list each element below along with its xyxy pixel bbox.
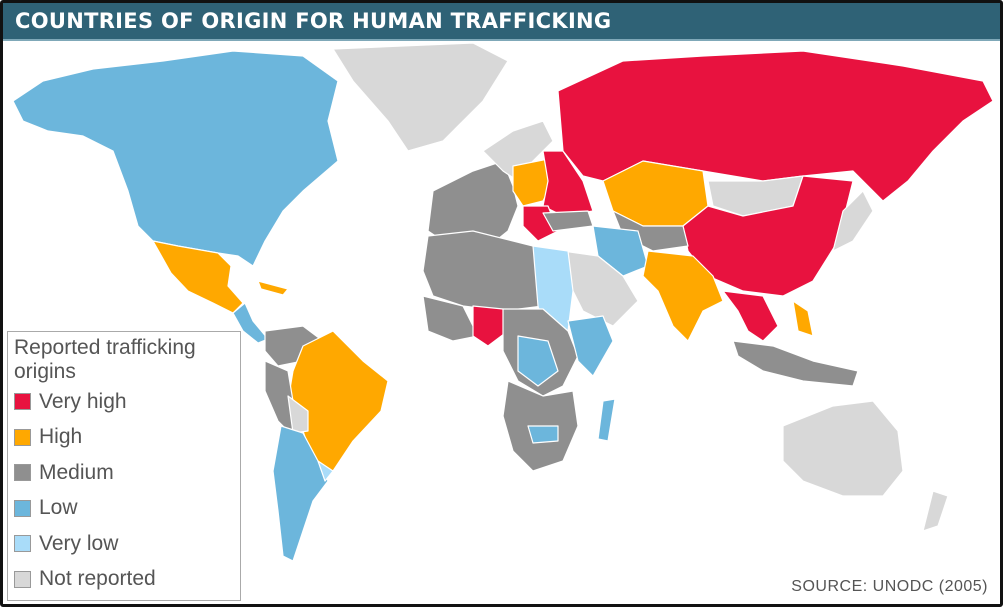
- legend-swatch: [14, 499, 31, 517]
- region-north-america: [12, 50, 339, 267]
- region-caribbean: [257, 280, 289, 296]
- region-greenland: [332, 42, 509, 152]
- region-japan: [832, 190, 874, 252]
- legend-swatch: [14, 428, 31, 446]
- legend-swatch: [14, 535, 31, 553]
- legend-swatch: [14, 570, 31, 588]
- region-west-africa: [422, 295, 479, 342]
- world-map: [12, 42, 994, 562]
- legend-label: Medium: [39, 460, 114, 484]
- legend-title: Reported trafficking origins: [14, 336, 196, 383]
- legend-item: High: [14, 420, 234, 456]
- legend-label: Very high: [39, 389, 127, 413]
- legend-swatch: [14, 393, 31, 411]
- legend-item: Very high: [14, 384, 234, 420]
- region-australia: [782, 400, 904, 497]
- region-congo: [517, 335, 559, 387]
- region-madagascar: [597, 398, 616, 442]
- legend-label: High: [39, 425, 83, 449]
- source-note: SOURCE: UNODC (2005): [791, 578, 988, 595]
- legend-label: Low: [39, 496, 78, 520]
- title-bar: COUNTRIES OF ORIGIN FOR HUMAN TRAFFICKIN…: [3, 3, 1000, 41]
- legend-label: Not reported: [39, 567, 156, 591]
- region-uruguay: [317, 460, 334, 482]
- region-nigeria: [472, 305, 509, 347]
- legend-swatch: [14, 464, 31, 482]
- region-argentina-chile: [272, 425, 329, 562]
- region-india: [642, 250, 724, 342]
- legend-item: Low: [14, 491, 234, 527]
- legend-item: Medium: [14, 455, 234, 491]
- region-bolivia: [287, 395, 309, 434]
- legend-item: Not reported: [14, 562, 234, 598]
- map-title: COUNTRIES OF ORIGIN FOR HUMAN TRAFFICKIN…: [15, 9, 612, 33]
- region-indonesia: [732, 340, 859, 387]
- region-mexico: [152, 240, 244, 314]
- legend: Reported trafficking origins Very high Hi…: [7, 331, 241, 601]
- legend-label: Very low: [39, 531, 119, 555]
- region-iran-region: [592, 225, 649, 277]
- region-new-zealand: [922, 490, 949, 532]
- region-south-africa-low: [527, 425, 559, 444]
- legend-item: Very low: [14, 526, 234, 562]
- region-philippines: [792, 300, 814, 337]
- region-east-africa: [567, 315, 614, 377]
- region-se-asia: [722, 290, 779, 342]
